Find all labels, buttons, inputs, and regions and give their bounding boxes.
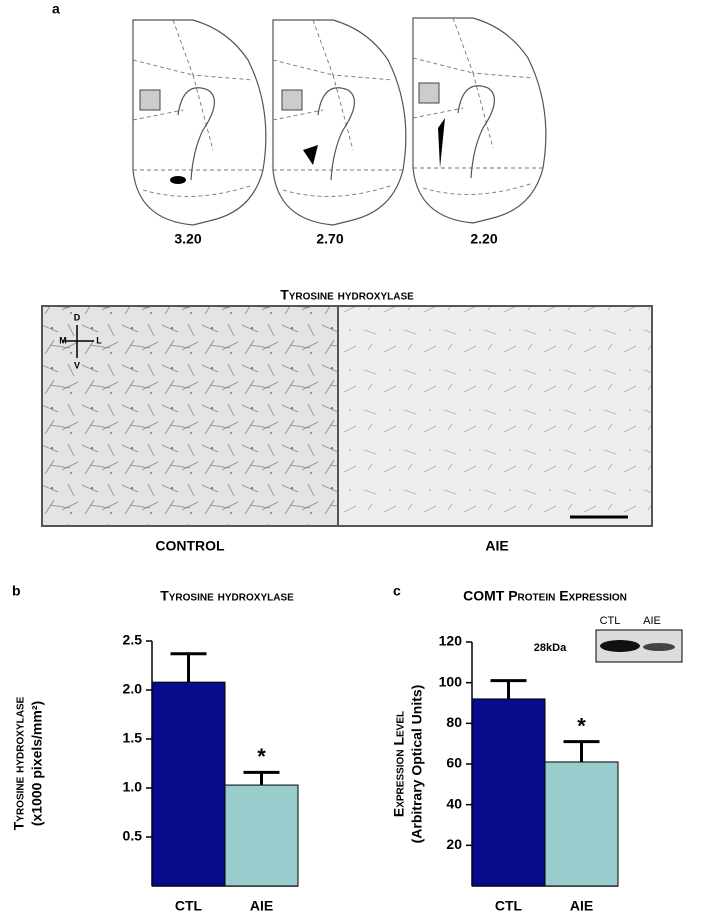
- y-tick-label: 80: [446, 714, 462, 730]
- image-label: AIE: [485, 538, 508, 554]
- compass-label: M: [59, 335, 67, 345]
- significance-marker: *: [257, 744, 266, 769]
- blot-label: AIE: [643, 615, 661, 627]
- y-tick-label: 2.0: [123, 681, 143, 697]
- y-axis-label: (Arbitrary Optical Units): [409, 685, 425, 844]
- y-tick-label: 20: [446, 836, 462, 852]
- y-tick-label: 2.5: [123, 632, 143, 648]
- chart-title: Tyrosine hydroxylase: [160, 588, 294, 604]
- micrograph-control: [41, 305, 339, 527]
- y-tick-label: 120: [439, 633, 463, 649]
- brain-atlas-2: [272, 19, 407, 226]
- bar: [544, 761, 619, 887]
- significance-marker: *: [577, 713, 586, 738]
- y-axis-label: Expression Level: [391, 711, 407, 817]
- coordinate-label: 2.70: [316, 231, 343, 247]
- x-tick-label: AIE: [250, 898, 273, 914]
- brain-atlas-1: [132, 19, 267, 226]
- panel-label: b: [12, 583, 21, 599]
- y-tick-label: 40: [446, 795, 462, 811]
- y-tick-label: 100: [439, 673, 463, 689]
- bar: [224, 784, 299, 887]
- x-tick-label: CTL: [175, 898, 203, 914]
- coordinate-label: 2.20: [470, 231, 497, 247]
- blot-size: 28kDa: [534, 642, 567, 654]
- blot-label: CTL: [600, 615, 621, 627]
- micrograph-aie: [337, 305, 653, 527]
- coordinate-label: 3.20: [174, 231, 201, 247]
- brain-atlas-3: [412, 17, 547, 224]
- y-tick-label: 0.5: [123, 828, 143, 844]
- y-axis-label: Tyrosine hydroxylase: [11, 696, 27, 830]
- panel-label: c: [393, 583, 401, 599]
- image-label: CONTROL: [155, 538, 225, 554]
- x-tick-label: CTL: [495, 898, 523, 914]
- compass-label: L: [96, 335, 102, 345]
- blot-inset: [595, 629, 683, 663]
- bar: [471, 698, 546, 887]
- y-tick-label: 1.5: [123, 730, 143, 746]
- chart-title: COMT Protein Expression: [463, 588, 627, 604]
- bar: [151, 681, 226, 887]
- y-tick-label: 1.0: [123, 779, 143, 795]
- panel-label: a: [52, 1, 60, 17]
- compass-label: V: [74, 360, 80, 370]
- compass: [62, 325, 94, 358]
- y-axis-label: (x1000 pixels/mm²): [29, 701, 45, 826]
- x-tick-label: AIE: [570, 898, 593, 914]
- image-title: Tyrosine hydroxylase: [280, 287, 414, 303]
- y-tick-label: 60: [446, 755, 462, 771]
- compass-label: D: [74, 312, 81, 322]
